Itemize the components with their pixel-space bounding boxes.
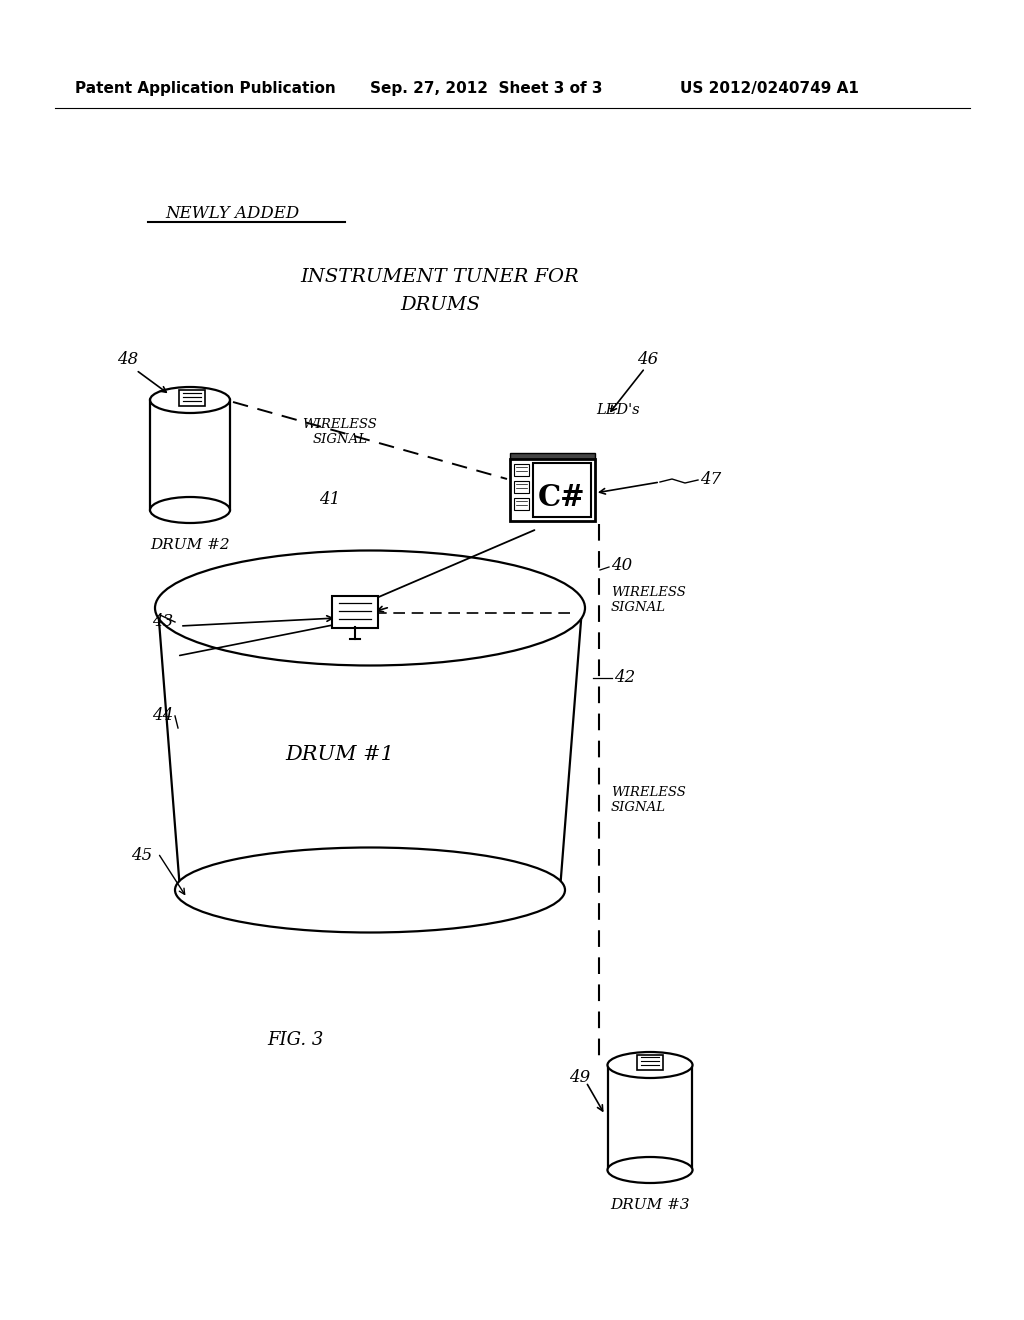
Text: DRUMS: DRUMS — [400, 296, 480, 314]
Text: Sep. 27, 2012  Sheet 3 of 3: Sep. 27, 2012 Sheet 3 of 3 — [370, 81, 602, 95]
Text: US 2012/0240749 A1: US 2012/0240749 A1 — [680, 81, 859, 95]
FancyBboxPatch shape — [514, 498, 529, 510]
Text: 43: 43 — [153, 614, 174, 631]
FancyBboxPatch shape — [179, 389, 205, 407]
FancyBboxPatch shape — [534, 463, 591, 517]
Text: 47: 47 — [700, 471, 721, 488]
Text: WIRELESS
SIGNAL: WIRELESS SIGNAL — [302, 418, 378, 446]
Text: FIG. 3: FIG. 3 — [267, 1031, 324, 1049]
Text: Patent Application Publication: Patent Application Publication — [75, 81, 336, 95]
Text: WIRELESS
SIGNAL: WIRELESS SIGNAL — [611, 785, 686, 814]
Ellipse shape — [150, 498, 230, 523]
Text: 42: 42 — [614, 669, 635, 686]
FancyBboxPatch shape — [514, 480, 529, 492]
Text: DRUM #2: DRUM #2 — [151, 539, 229, 552]
FancyBboxPatch shape — [510, 453, 595, 461]
Ellipse shape — [607, 1158, 692, 1183]
Text: DRUM #3: DRUM #3 — [610, 1199, 690, 1212]
Text: INSTRUMENT TUNER FOR: INSTRUMENT TUNER FOR — [301, 268, 580, 286]
Text: LED's: LED's — [596, 403, 640, 417]
Text: WIRELESS
SIGNAL: WIRELESS SIGNAL — [611, 586, 686, 614]
Text: 45: 45 — [131, 846, 153, 863]
Text: 46: 46 — [637, 351, 658, 368]
Text: 48: 48 — [118, 351, 138, 368]
Ellipse shape — [175, 847, 565, 932]
Text: DRUM #1: DRUM #1 — [286, 744, 394, 763]
Ellipse shape — [607, 1052, 692, 1078]
FancyBboxPatch shape — [637, 1055, 663, 1071]
FancyBboxPatch shape — [332, 597, 378, 628]
Text: 49: 49 — [569, 1069, 591, 1086]
Text: C#: C# — [539, 483, 586, 511]
Text: 41: 41 — [319, 491, 341, 508]
Text: 40: 40 — [611, 557, 632, 573]
Ellipse shape — [155, 550, 585, 665]
Text: 44: 44 — [153, 708, 174, 725]
FancyBboxPatch shape — [510, 459, 595, 521]
FancyBboxPatch shape — [514, 465, 529, 477]
Text: NEWLY ADDED: NEWLY ADDED — [165, 205, 299, 222]
Ellipse shape — [150, 387, 230, 413]
